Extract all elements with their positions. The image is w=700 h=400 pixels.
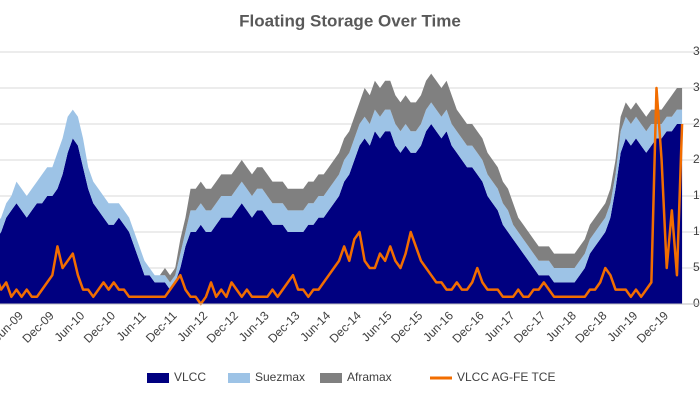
line [0,86,684,306]
x-tick-label: Dec-12 [204,308,241,345]
y2-tick-label: 25 [693,116,700,130]
legend-swatch [320,373,342,383]
legend-swatch [147,373,169,383]
chart-title: Floating Storage Over Time [239,11,461,30]
legend-label: Suezmax [255,370,305,384]
x-tick-label: Jun-13 [236,308,272,344]
x-tick-label: Jun-16 [420,308,456,344]
x-tick-label: Jun-11 [114,308,149,343]
legend-label: Aframax [347,370,392,384]
x-tick-label: Jun-18 [543,308,579,344]
x-tick-label: Dec-15 [388,308,425,345]
x-tick-label: Jun-17 [482,308,518,344]
y2-tick-label: 35 [693,44,700,58]
x-tick-label: Jun-14 [297,308,333,344]
legend-label: VLCC [174,370,206,384]
x-tick-label: Dec-13 [265,308,302,345]
x-tick-label: Dec-16 [450,308,487,345]
x-tick-label: Dec-19 [634,308,671,345]
y2-tick-label: 20 [693,152,700,166]
legend-swatch [228,373,250,383]
area [0,124,683,304]
x-tick-label: Jun-10 [52,308,88,344]
y2-tick-label: 10 [693,224,700,238]
y2-tick-label: 15 [693,188,700,202]
x-tick-label: Dec-09 [19,308,56,345]
x-tick-label: Jun-12 [174,308,210,344]
x-tick-label: Jun-19 [605,308,641,344]
x-tick-label: Dec-18 [572,308,609,345]
legend-label: VLCC AG-FE TCE [457,370,555,384]
area [0,102,683,290]
x-tick-label: Dec-17 [511,308,548,345]
y2-tick-label: 0 [693,296,700,310]
x-tick-label: Dec-14 [327,308,364,345]
y2-tick-label: 5 [693,260,700,274]
y2-tick-label: 30 [693,80,700,94]
x-tick-label: Jun-15 [359,308,395,344]
x-tick-label: Dec-10 [81,308,118,345]
x-tick-label: Dec-11 [143,308,180,345]
